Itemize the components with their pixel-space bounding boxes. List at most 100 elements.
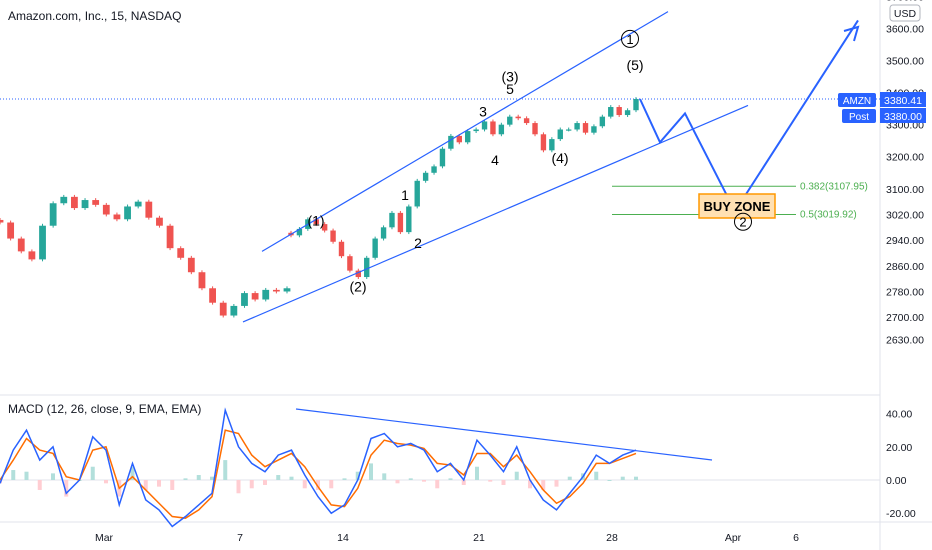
wave-label: 2 — [414, 235, 422, 251]
histogram-bar — [528, 480, 532, 489]
wave-circle — [734, 212, 752, 231]
histogram-bar — [196, 475, 201, 480]
candle-up — [624, 110, 631, 116]
wave-label-circled: 2 — [739, 215, 746, 230]
price-axis: 2630.00 2700.00 2780.00 2860.00 2940.00 3020.… — [886, 0, 924, 347]
candle-down — [490, 121, 496, 135]
post-badge-label: Post — [849, 112, 869, 123]
symbol-badge-label: AMZN — [843, 96, 871, 107]
price-tick-label: 2700.00 — [886, 312, 924, 324]
candle-down — [102, 204, 110, 215]
candle-up — [473, 129, 479, 132]
candle-up — [49, 203, 57, 226]
channel-upper-line[interactable] — [261, 11, 669, 252]
signal-line — [0, 429, 637, 519]
post-price-value: 3380.00 — [884, 111, 922, 123]
histogram-bar — [395, 480, 400, 484]
candle-down — [0, 219, 4, 223]
price-tick-label: 2860.00 — [886, 261, 924, 273]
wave-label: (5) — [626, 57, 643, 73]
candle-up — [465, 131, 471, 143]
histogram-bar — [51, 473, 55, 480]
macd-tick-label: 0.00 — [886, 475, 907, 487]
histogram-bar — [342, 478, 347, 480]
candle-down — [209, 288, 216, 303]
histogram-bar — [316, 480, 320, 490]
histogram-bar — [37, 480, 42, 490]
candle-down — [456, 135, 462, 143]
time-axis: Mar 7 14 21 28 Apr 6 — [95, 532, 799, 544]
candle-up — [591, 126, 597, 133]
candle-up — [557, 129, 563, 140]
histogram-bar — [607, 480, 612, 481]
histogram-bar — [422, 480, 426, 482]
wave-labels: (1) (2) 1 2 3 4 5(3) (4) (5) 1 2 — [307, 29, 752, 294]
channel-lower-line[interactable] — [242, 104, 749, 323]
wave-label-circled: 1 — [626, 32, 633, 47]
histogram-bar — [501, 480, 506, 485]
histogram-bar — [223, 460, 228, 480]
histogram-bar — [408, 478, 413, 480]
histogram-bar — [634, 476, 638, 480]
histogram-bar — [143, 480, 148, 490]
candle-up — [608, 107, 614, 117]
candle-up — [372, 238, 378, 258]
histogram-bar — [276, 475, 281, 480]
candle-up — [124, 206, 131, 220]
candle-up — [498, 124, 505, 135]
fib-level-0382-label: 0.382(3107.95) — [800, 181, 868, 192]
histogram-bar — [329, 480, 334, 489]
histogram-bar — [130, 466, 135, 480]
histogram-bar — [541, 480, 546, 490]
macd-divergence-line[interactable] — [295, 408, 713, 461]
candle-down — [397, 212, 404, 233]
time-tick-label: Mar — [95, 532, 114, 544]
candles — [0, 97, 639, 318]
macd-tick-label: 20.00 — [886, 442, 912, 454]
candle-up — [481, 121, 488, 130]
wave-label: 3 — [479, 104, 487, 120]
candle-down — [532, 123, 538, 135]
histogram-bar — [355, 471, 360, 480]
histogram-bar — [567, 476, 572, 480]
histogram-bar — [183, 478, 188, 480]
candle-up — [81, 200, 89, 209]
candle-down — [338, 241, 345, 257]
candle-down — [198, 272, 206, 289]
price-tick-label: 2630.00 — [886, 335, 924, 347]
candle-up — [296, 228, 303, 236]
price-tick-label: 3020.00 — [886, 209, 924, 221]
projection-path[interactable] — [639, 19, 859, 214]
histogram-bar — [435, 480, 440, 489]
macd-axis: 40.00 20.00 0.00 -20.00 — [886, 409, 916, 521]
histogram-bar — [289, 476, 294, 480]
candle-down — [156, 217, 163, 226]
candle-down — [17, 238, 25, 252]
candle-down — [582, 123, 589, 133]
buy-zone-box[interactable] — [698, 193, 776, 219]
candle-down — [166, 225, 174, 249]
wave-label: 1 — [401, 187, 409, 203]
candle-down — [272, 289, 280, 292]
candle-down — [187, 257, 195, 273]
candle-up — [389, 212, 395, 228]
candle-down — [616, 107, 622, 116]
candle-down — [177, 248, 185, 258]
wave-label: (3) — [501, 68, 518, 84]
histogram-bar — [157, 480, 161, 487]
fib-level-05-label: 0.5(3019.92) — [800, 210, 857, 221]
histogram-bar — [382, 473, 387, 480]
candle-up — [380, 227, 387, 239]
currency-button[interactable] — [889, 4, 921, 22]
time-tick-label: 21 — [473, 532, 485, 544]
histogram-bar — [475, 466, 479, 480]
candle-down — [251, 293, 259, 300]
histogram-bar — [302, 480, 307, 489]
candle-down — [313, 219, 319, 225]
currency-label: USD — [894, 8, 917, 20]
price-tick-label: 3500.00 — [886, 56, 924, 68]
candle-up — [241, 293, 248, 306]
histogram-bar — [488, 480, 493, 482]
macd-tick-label: -20.00 — [886, 508, 916, 520]
